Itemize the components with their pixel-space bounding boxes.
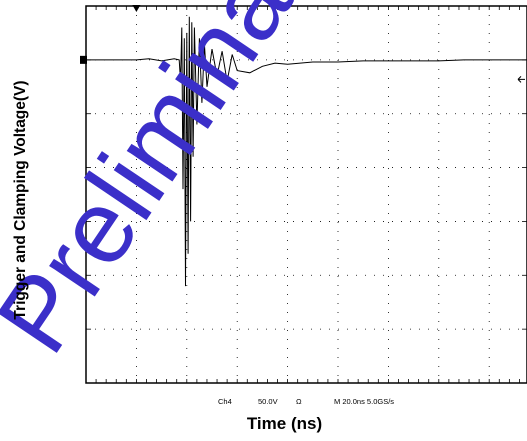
readout-channel: Ch4 (218, 397, 232, 406)
trigger-position-marker (132, 5, 141, 12)
y-axis-label: Trigger and Clamping Voltage(V) (12, 80, 29, 320)
trigger-level-marker (517, 76, 525, 83)
plot-frame (85, 5, 527, 384)
voltage-trace (86, 16, 527, 287)
marker-group (80, 5, 525, 83)
readout-scale: 50.0V (258, 397, 278, 406)
readout-coupling: Ω (296, 397, 302, 406)
channel-ground-marker (80, 55, 87, 64)
x-axis-label: Time (ns) (246, 414, 323, 433)
readout-timebase: M 20.0ns 5.0GS/s (334, 397, 395, 406)
x-axis-label-wrap: Time (ns) (0, 414, 527, 434)
